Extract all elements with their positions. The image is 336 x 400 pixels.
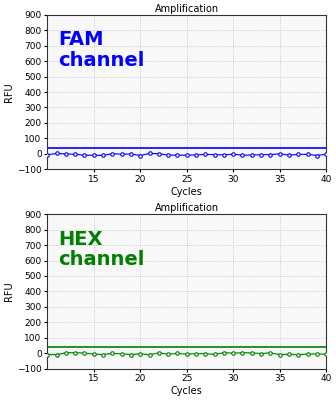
Y-axis label: RFU: RFU <box>4 282 14 301</box>
Y-axis label: RFU: RFU <box>4 82 14 102</box>
X-axis label: Cycles: Cycles <box>171 386 203 396</box>
Title: Amplification: Amplification <box>155 204 219 214</box>
Text: HEX
channel: HEX channel <box>58 230 145 269</box>
Text: FAM
channel: FAM channel <box>58 30 145 70</box>
Title: Amplification: Amplification <box>155 4 219 14</box>
X-axis label: Cycles: Cycles <box>171 186 203 196</box>
